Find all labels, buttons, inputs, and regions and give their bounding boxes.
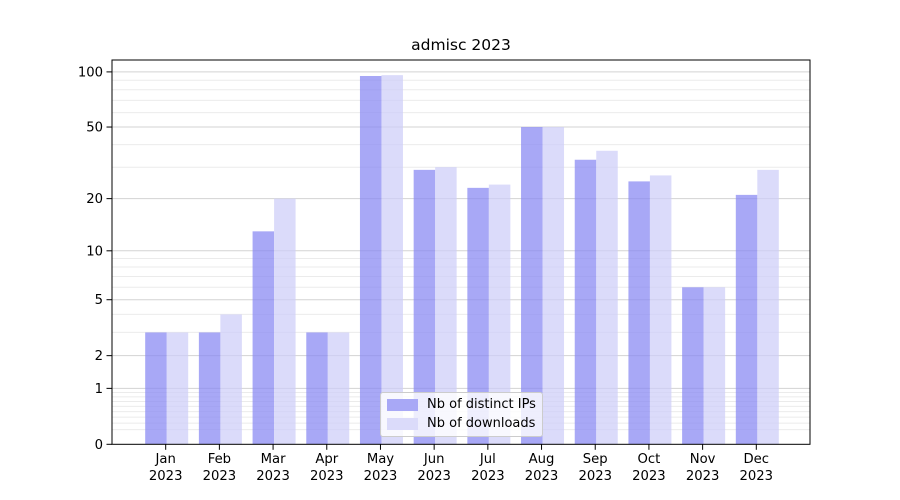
bar-downloads-feb — [220, 314, 242, 445]
bar-downloads-apr — [327, 332, 350, 445]
legend-swatch-distinct-ips — [387, 399, 418, 411]
bar-downloads-dec — [757, 169, 779, 445]
legend-swatch-downloads — [387, 418, 418, 430]
bar-downloads-jun — [435, 167, 457, 445]
x-tick-label-may: May 2023 — [364, 452, 398, 484]
legend-item-distinct-ips: Nb of distinct IPs — [387, 397, 536, 413]
bar-distinct-ips-jul — [467, 187, 489, 445]
bar-downloads-sep — [596, 150, 618, 445]
bar-distinct-ips-jan — [145, 332, 167, 445]
bar-downloads-aug — [542, 127, 565, 445]
x-tick-label-oct: Oct 2023 — [632, 452, 666, 484]
x-tick-label-nov: Nov 2023 — [686, 452, 720, 484]
x-tick-label-apr: Apr 2023 — [310, 452, 344, 484]
legend: Nb of distinct IPs Nb of downloads — [380, 392, 543, 437]
legend-label-distinct-ips: Nb of distinct IPs — [427, 397, 536, 412]
bar-distinct-ips-may — [359, 75, 382, 445]
x-tick-label-jun: Jun 2023 — [417, 452, 451, 484]
y-tick-label-2: 2 — [95, 349, 103, 364]
chart-title: admisc 2023 — [411, 36, 511, 54]
bar-downloads-mar — [274, 198, 296, 445]
bar-distinct-ips-sep — [574, 159, 597, 445]
bar-downloads-jul — [488, 184, 511, 445]
legend-item-downloads: Nb of downloads — [387, 416, 536, 432]
bar-distinct-ips-feb — [198, 332, 221, 445]
bar-distinct-ips-oct — [628, 181, 650, 445]
x-tick-label-feb: Feb 2023 — [203, 452, 237, 484]
bar-downloads-oct — [649, 175, 672, 445]
legend-label-downloads: Nb of downloads — [427, 416, 536, 431]
x-tick-label-sep: Sep 2023 — [578, 452, 612, 484]
bar-distinct-ips-nov — [682, 287, 704, 445]
bar-downloads-jan — [166, 332, 189, 445]
x-tick-label-dec: Dec 2023 — [740, 452, 774, 484]
y-tick-label-1: 1 — [95, 382, 103, 397]
y-tick-label-100: 100 — [78, 65, 103, 80]
bar-distinct-ips-jun — [413, 169, 436, 445]
x-tick-label-jul: Jul 2023 — [471, 452, 505, 484]
y-tick-label-0: 0 — [95, 438, 103, 453]
y-tick-label-5: 5 — [95, 293, 103, 308]
x-tick-label-jan: Jan 2023 — [149, 452, 183, 484]
bar-distinct-ips-aug — [521, 127, 543, 445]
bar-distinct-ips-dec — [735, 194, 758, 445]
bar-downloads-may — [381, 75, 403, 445]
y-tick-label-50: 50 — [86, 121, 103, 136]
bar-distinct-ips-apr — [306, 332, 328, 445]
x-tick-label-mar: Mar 2023 — [256, 452, 290, 484]
y-tick-label-10: 10 — [86, 244, 103, 259]
y-tick-label-20: 20 — [86, 192, 103, 207]
x-tick-label-aug: Aug 2023 — [525, 452, 559, 484]
bar-downloads-nov — [703, 287, 726, 445]
axes-box — [111, 59, 811, 445]
bar-distinct-ips-mar — [252, 231, 275, 445]
